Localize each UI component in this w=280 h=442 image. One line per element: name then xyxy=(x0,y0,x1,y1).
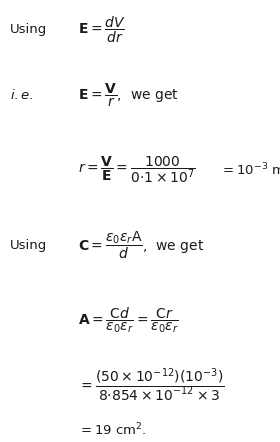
Text: Using: Using xyxy=(10,239,47,251)
Text: Using: Using xyxy=(10,23,47,37)
Text: $\mathbf{E} = \dfrac{dV}{dr}$: $\mathbf{E} = \dfrac{dV}{dr}$ xyxy=(78,15,126,45)
Text: $\mathbf{C} = \dfrac{\epsilon_0\epsilon_r \mathrm{A}}{d}$,  we get: $\mathbf{C} = \dfrac{\epsilon_0\epsilon_… xyxy=(78,229,204,261)
Text: $= 19$ cm$^2$.: $= 19$ cm$^2$. xyxy=(78,422,147,438)
Text: $= 10^{-3}$ m: $= 10^{-3}$ m xyxy=(220,162,280,178)
Text: $r = \dfrac{\mathbf{V}}{\mathbf{E}} = \dfrac{1000}{0{\cdot}1\times10^{7}}$: $r = \dfrac{\mathbf{V}}{\mathbf{E}} = \d… xyxy=(78,155,196,186)
Text: $= \dfrac{(50\times10^{-12})(10^{-3})}{8{\cdot}854\times10^{-12}\times3}$: $= \dfrac{(50\times10^{-12})(10^{-3})}{8… xyxy=(78,366,225,404)
Text: $\mathbf{A} = \dfrac{\mathrm{C}d}{\epsilon_0\epsilon_r} = \dfrac{\mathrm{C}r}{\e: $\mathbf{A} = \dfrac{\mathrm{C}d}{\epsil… xyxy=(78,305,179,335)
Text: $\mathbf{E} = \dfrac{\mathbf{V}}{r}$,  we get: $\mathbf{E} = \dfrac{\mathbf{V}}{r}$, we… xyxy=(78,81,179,109)
Text: $i.e.$: $i.e.$ xyxy=(10,88,33,102)
